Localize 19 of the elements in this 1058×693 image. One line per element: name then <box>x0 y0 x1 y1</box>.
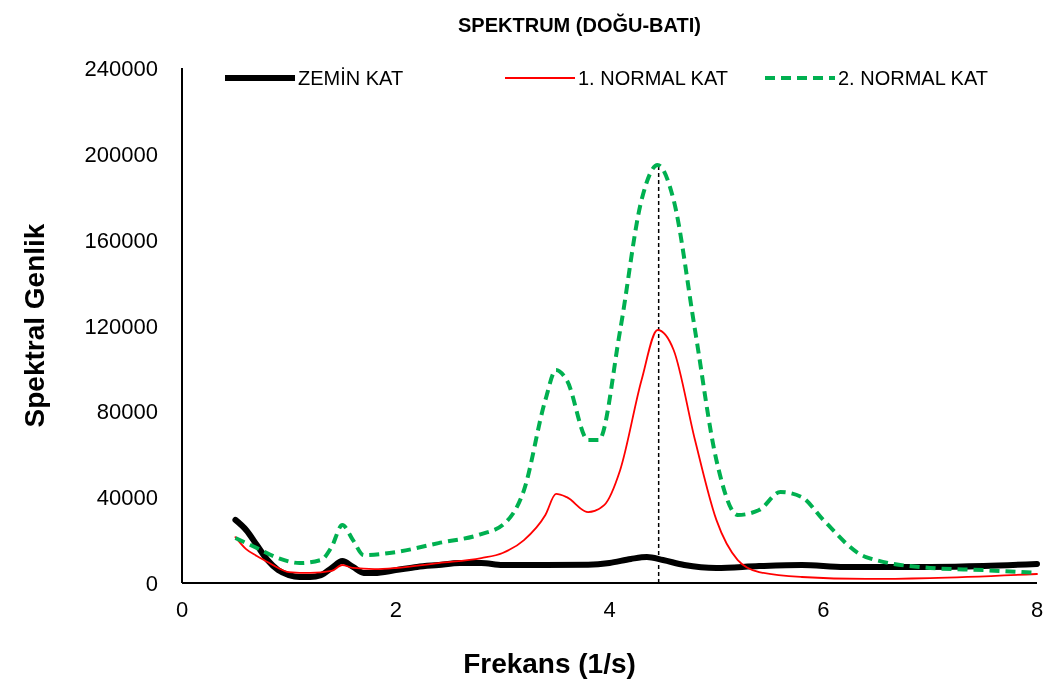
x-tick-label: 2 <box>389 597 402 622</box>
y-tick-label: 240000 <box>84 56 158 81</box>
legend-label: 2. NORMAL KAT <box>838 67 989 89</box>
y-tick-label: 40000 <box>96 485 158 511</box>
x-tick-label: 8 <box>1030 597 1044 622</box>
y-tick-label: 200000 <box>84 141 158 167</box>
y-tick-label: 120000 <box>84 313 158 339</box>
y-axis-title: Spektral Genlik <box>19 223 50 428</box>
x-tick-label: 4 <box>603 597 616 622</box>
line-series <box>234 329 1038 580</box>
legend-label: 1. NORMAL KAT <box>578 67 729 89</box>
legend-label: ZEMİN KAT <box>298 67 404 89</box>
y-tick-label: 0 <box>145 571 158 596</box>
y-tick-label: 160000 <box>84 227 158 253</box>
x-axis-title: Frekans (1/s) <box>463 648 636 679</box>
y-tick-label: 80000 <box>96 399 158 425</box>
chart-title: SPEKTRUM (DOĞU-BATI) <box>458 13 701 36</box>
x-tick-label: 0 <box>175 597 189 622</box>
x-tick-label: 6 <box>817 597 830 622</box>
